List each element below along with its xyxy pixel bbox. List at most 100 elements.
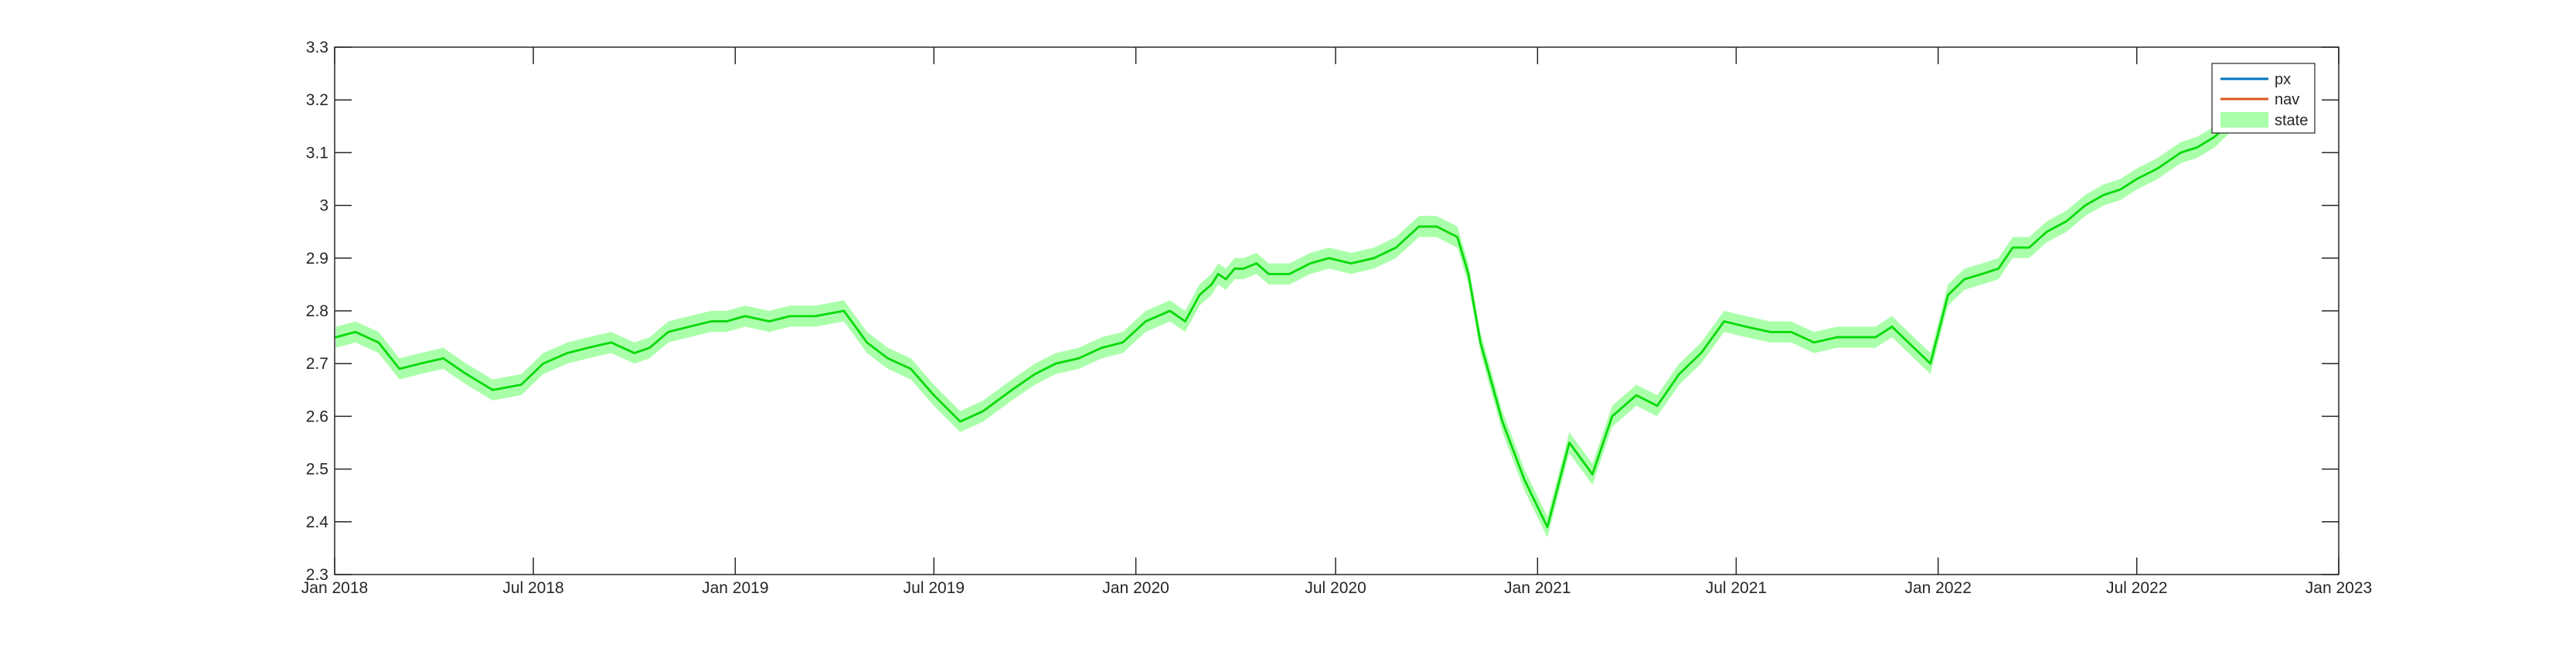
data-point xyxy=(688,326,690,328)
data-point xyxy=(933,394,935,397)
data-point xyxy=(866,341,868,344)
data-point xyxy=(442,357,444,360)
data-point xyxy=(1467,273,1470,275)
data-point xyxy=(648,346,651,349)
y-tick-label: 3.1 xyxy=(306,144,328,162)
data-point xyxy=(354,331,357,333)
y-tick-label: 3.3 xyxy=(306,39,328,56)
data-point xyxy=(2102,193,2105,196)
data-point xyxy=(1856,336,1860,339)
data-point xyxy=(1184,320,1186,322)
data-point xyxy=(1210,283,1213,286)
legend-label-state: state xyxy=(2275,112,2308,129)
x-tick-label: Jan 2023 xyxy=(2305,579,2372,597)
data-point xyxy=(1328,257,1330,259)
data-point xyxy=(959,421,961,423)
data-point xyxy=(566,352,569,354)
data-point xyxy=(1744,326,1747,328)
x-tick-label: Jul 2021 xyxy=(1706,579,1767,597)
data-point xyxy=(1501,421,1504,423)
y-tick-label: 3.2 xyxy=(306,91,328,109)
data-point xyxy=(465,373,468,376)
data-point xyxy=(2028,246,2030,249)
data-point xyxy=(1394,246,1397,249)
data-point xyxy=(2084,204,2087,206)
y-tick-label: 2.6 xyxy=(306,408,328,425)
series-line-layer xyxy=(335,77,2278,528)
y-tick-label: 2.5 xyxy=(306,461,328,479)
data-point xyxy=(1723,320,1725,322)
data-point xyxy=(1790,331,1792,333)
data-point xyxy=(1568,442,1570,444)
data-point xyxy=(1077,357,1080,360)
data-point xyxy=(1836,336,1839,339)
data-point xyxy=(1981,273,1983,275)
data-point xyxy=(667,331,669,333)
y-tick-label: 2.8 xyxy=(306,302,328,320)
data-point xyxy=(886,357,889,360)
data-point xyxy=(1417,225,1421,228)
x-tick-label: Jul 2020 xyxy=(1305,579,1366,597)
data-point xyxy=(1523,479,1526,481)
data-point xyxy=(1010,389,1013,391)
data-point xyxy=(2012,246,2014,249)
data-point xyxy=(398,367,400,370)
data-point xyxy=(982,410,985,412)
y-tick-label: 2.7 xyxy=(306,355,328,373)
data-point xyxy=(1546,526,1549,528)
legend-label-nav: nav xyxy=(2275,91,2299,108)
y-tick-label: 3 xyxy=(319,197,328,215)
data-point xyxy=(1890,326,1894,328)
data-point xyxy=(1054,363,1057,365)
data-point xyxy=(1309,262,1312,264)
legend-label-px: px xyxy=(2275,71,2291,88)
data-point xyxy=(1591,473,1594,476)
data-point xyxy=(1813,341,1815,344)
data-point xyxy=(2214,135,2216,138)
data-point xyxy=(542,363,545,365)
x-tick-label: Jul 2022 xyxy=(2106,579,2167,597)
data-point xyxy=(1929,363,1931,365)
x-tick-label: Jul 2018 xyxy=(502,579,563,597)
data-point xyxy=(1373,257,1375,259)
data-point xyxy=(1349,262,1353,264)
data-point xyxy=(520,384,522,386)
data-point xyxy=(1656,404,1659,407)
data-point xyxy=(2156,167,2159,170)
legend: px nav state xyxy=(2211,63,2316,134)
data-point xyxy=(377,341,380,344)
data-point xyxy=(744,315,747,318)
data-point xyxy=(725,320,728,322)
x-tick-label: Jan 2019 xyxy=(702,579,768,597)
legend-swatch-state xyxy=(2220,112,2268,128)
data-point xyxy=(633,352,635,354)
data-point xyxy=(1169,309,1171,312)
x-tick-label: Jan 2020 xyxy=(1102,579,1169,597)
y-axis: 2.3 2.4 2.5 2.6 2.7 2.8 2.9 3 3.1 3.2 3.3 xyxy=(306,39,2339,584)
data-point xyxy=(1611,415,1614,418)
data-point xyxy=(1997,268,1999,270)
data-point xyxy=(1288,273,1291,275)
y-tick-label: 2.9 xyxy=(306,250,328,268)
data-point xyxy=(1907,341,1910,344)
data-point xyxy=(1769,331,1771,333)
plot-background xyxy=(335,47,2339,575)
data-point xyxy=(610,341,613,344)
data-point xyxy=(1255,262,1258,264)
data-point xyxy=(2180,152,2182,154)
data-point xyxy=(1678,373,1680,376)
data-point xyxy=(1874,336,1877,339)
data-point xyxy=(842,309,846,312)
data-point xyxy=(1145,320,1147,322)
data-point xyxy=(768,320,771,322)
data-point xyxy=(1033,373,1036,376)
data-point xyxy=(1217,273,1220,275)
data-point xyxy=(1456,236,1458,238)
x-tick-label: Jan 2018 xyxy=(301,579,368,597)
x-tick-label: Jul 2019 xyxy=(903,579,965,597)
data-point xyxy=(1435,225,1438,228)
x-axis: Jan 2018 Jul 2018 Jan 2019 Jul 2019 Jan 2020… xyxy=(301,47,2372,597)
y-tick-label: 2.3 xyxy=(306,566,328,584)
